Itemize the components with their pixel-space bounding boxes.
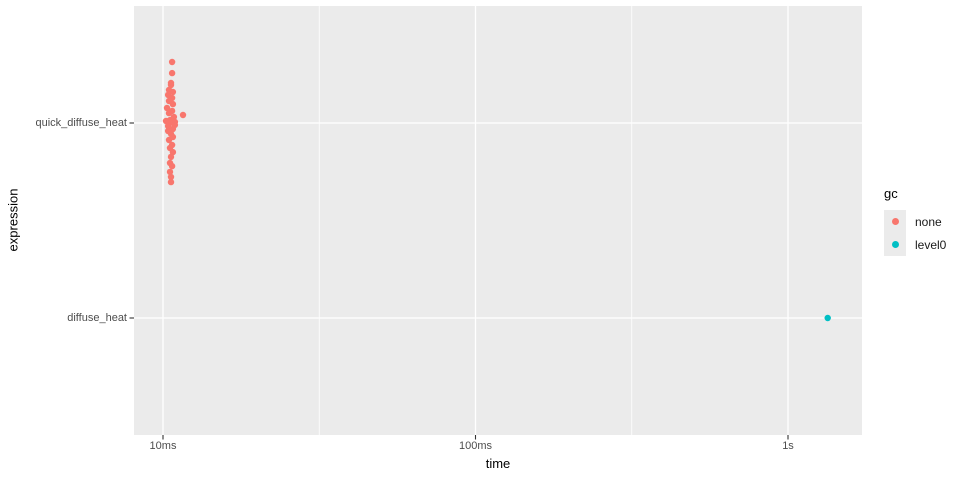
x-axis-title: time [485, 456, 511, 471]
data-point-none [168, 162, 176, 170]
x-tick-label-10ms: 10ms [149, 440, 177, 452]
legend: gc none level0 [884, 186, 946, 256]
data-point-none [166, 168, 174, 176]
data-point-none [167, 173, 175, 181]
legend-dot-none-icon [891, 218, 899, 225]
plot-panel [134, 6, 862, 435]
data-point-none [167, 178, 175, 186]
legend-label-none: none [915, 214, 942, 229]
data-point-none [169, 100, 177, 108]
data-point-none [179, 111, 187, 119]
legend-item-level0: level0 [884, 233, 946, 256]
legend-dot-level0-icon [891, 241, 899, 248]
legend-item-none: none [884, 210, 946, 233]
data-point-none [167, 81, 175, 89]
data-point-none [164, 122, 172, 130]
legend-title: gc [884, 186, 898, 201]
data-point-none [168, 58, 176, 66]
y-tick-label-diffuse-heat: diffuse_heat [67, 312, 127, 324]
data-point-none [165, 109, 173, 117]
legend-label-level0: level0 [915, 237, 947, 252]
data-point-none [169, 125, 177, 133]
y-axis-title: expression [5, 188, 21, 252]
data-point-none [169, 148, 177, 156]
data-point-none [163, 104, 171, 112]
data-point-level0 [824, 314, 831, 322]
data-point-none [167, 153, 175, 161]
legend-key [884, 233, 906, 256]
y-tick-label-quick-diffuse-heat: quick_diffuse_heat [35, 117, 127, 129]
legend-key [884, 210, 906, 233]
x-tick-label-1s: 1s [782, 440, 794, 452]
data-point-none [165, 136, 173, 144]
data-point-none [169, 88, 177, 96]
x-tick-label-100ms: 100ms [458, 440, 493, 452]
data-point-none [168, 69, 176, 77]
